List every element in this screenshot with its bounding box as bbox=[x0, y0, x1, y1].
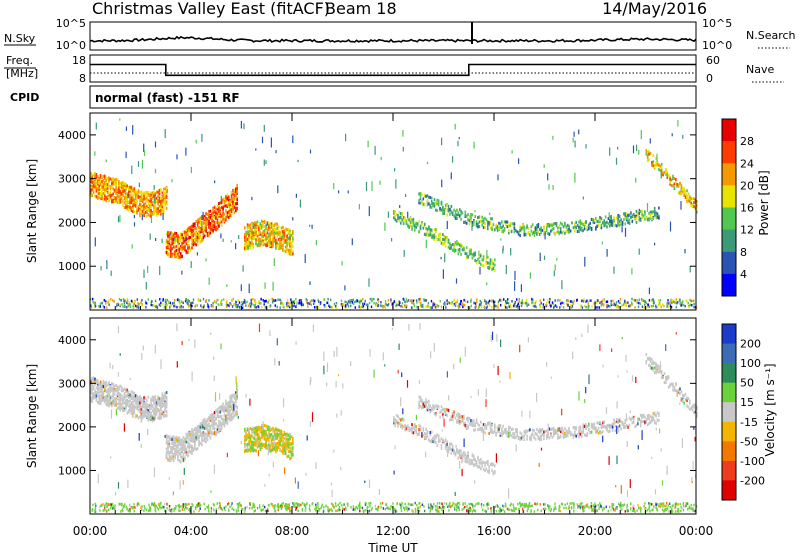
range-tick-label: 3000 bbox=[58, 173, 86, 186]
velocity-echoes bbox=[90, 323, 698, 513]
colorbar-tick-label: -100 bbox=[740, 455, 765, 468]
nave-tick-bottom: 0 bbox=[706, 72, 713, 85]
nsky-panel: N.Sky 10^5 10^0 10^5 10^0 N.Search bbox=[4, 17, 796, 52]
range-tick-label: 2000 bbox=[58, 216, 86, 229]
colorbar-tick-label: 8 bbox=[740, 246, 747, 259]
time-axis-label: Time UT bbox=[367, 541, 418, 554]
time-axis: 00:00 04:00 08:00 12:00 16:00 20:00 00:00 bbox=[73, 113, 714, 538]
range-tick-label: 3000 bbox=[58, 377, 86, 390]
range-tick-label: 2000 bbox=[58, 421, 86, 434]
colorbar-swatch bbox=[722, 480, 736, 501]
freq-unit-label: [MHz] bbox=[6, 67, 38, 80]
time-tick-label: 16:00 bbox=[477, 524, 512, 538]
colorbar-swatch bbox=[722, 460, 736, 481]
colorbar-swatch bbox=[722, 207, 736, 231]
colorbar-tick-label: 24 bbox=[740, 157, 754, 170]
cpid-panel: CPID normal (fast) -151 RF bbox=[10, 85, 697, 109]
range-tick-label: 4000 bbox=[58, 334, 86, 347]
colorbar-tick-label: 15 bbox=[740, 396, 754, 409]
time-tick-label: 20:00 bbox=[578, 524, 613, 538]
colorbar-swatch bbox=[722, 382, 736, 403]
nave-label: Nave bbox=[746, 63, 774, 76]
freq-tick-bottom: 8 bbox=[79, 72, 86, 85]
nsky-tick-bottom: 10^0 bbox=[56, 39, 86, 52]
date-label: 14/May/2016 bbox=[602, 0, 707, 18]
colorbar-tick-label: -50 bbox=[740, 435, 758, 448]
beam-label: Beam 18 bbox=[325, 0, 397, 18]
colorbar-tick-label: 100 bbox=[740, 357, 761, 370]
colorbar-swatch bbox=[722, 324, 736, 345]
nsearch-tick-top: 10^5 bbox=[702, 17, 732, 30]
time-tick-label: 08:00 bbox=[275, 524, 310, 538]
colorbar-swatch bbox=[722, 343, 736, 364]
colorbar-swatch bbox=[722, 421, 736, 442]
colorbar-swatch bbox=[722, 441, 736, 462]
velocity-ylabel: Slant Range [km] bbox=[25, 364, 39, 468]
range-tick-label: 4000 bbox=[58, 129, 86, 142]
velocity-colorbar-label: Velocity [m s⁻¹] bbox=[763, 363, 777, 456]
time-tick-label: 00:00 bbox=[679, 524, 714, 538]
colorbar-tick-label: 50 bbox=[740, 377, 754, 390]
colorbar-swatch bbox=[722, 119, 736, 142]
time-tick-label: 12:00 bbox=[376, 524, 411, 538]
time-tick-label: 04:00 bbox=[174, 524, 209, 538]
freq-tick-top: 18 bbox=[72, 54, 86, 67]
colorbar-swatch bbox=[722, 363, 736, 384]
cpid-label: CPID bbox=[10, 91, 39, 104]
power-echoes bbox=[90, 118, 698, 309]
colorbar-tick-label: 20 bbox=[740, 179, 754, 192]
colorbar-tick-label: 4 bbox=[740, 268, 747, 281]
colorbar-swatch bbox=[722, 163, 736, 186]
colorbar-swatch bbox=[722, 141, 736, 164]
colorbar-swatch bbox=[722, 251, 736, 275]
velocity-colorbar: 200 100 50 15 -15 -50 -100 -200 bbox=[721, 323, 765, 501]
power-colorbar-label: Power [dB] bbox=[757, 170, 771, 235]
colorbar-swatch bbox=[722, 273, 736, 297]
nsearch-label: N.Search bbox=[746, 29, 796, 42]
nave-tick-top: 60 bbox=[706, 54, 720, 67]
frequency-line bbox=[90, 63, 696, 77]
power-ylabel: Slant Range [km] bbox=[25, 159, 39, 263]
colorbar-tick-label: 12 bbox=[740, 224, 754, 237]
colorbar-swatch bbox=[722, 185, 736, 208]
colorbar-swatch bbox=[722, 229, 736, 253]
velocity-panel: 1000 2000 3000 4000 Slant Range [km] 200 100… bbox=[25, 317, 777, 515]
freq-label: Freq. bbox=[6, 54, 33, 67]
colorbar-tick-label: 16 bbox=[740, 202, 754, 215]
power-colorbar: 4 8 12 16 20 24 28 bbox=[721, 118, 754, 297]
power-panel: 1000 2000 3000 4000 Slant Range [km] 4 8 12 16… bbox=[25, 112, 771, 311]
range-tick-label: 1000 bbox=[58, 260, 86, 273]
nsky-tick-top: 10^5 bbox=[56, 17, 86, 30]
nsky-line bbox=[89, 35, 697, 43]
time-tick-label: 00:00 bbox=[73, 524, 108, 538]
colorbar-swatch bbox=[722, 402, 736, 423]
colorbar-tick-label: -200 bbox=[740, 474, 765, 487]
plot-title: Christmas Valley East (fitACF) bbox=[92, 0, 330, 18]
colorbar-tick-label: -15 bbox=[740, 416, 758, 429]
nsearch-tick-bottom: 10^0 bbox=[702, 39, 732, 52]
range-tick-label: 1000 bbox=[58, 464, 86, 477]
cpid-value: normal (fast) -151 RF bbox=[95, 91, 240, 105]
colorbar-tick-label: 200 bbox=[740, 338, 761, 351]
colorbar-tick-label: 28 bbox=[740, 135, 754, 148]
nsky-label: N.Sky bbox=[4, 32, 36, 45]
frequency-panel: Freq. [MHz] 18 8 60 0 Nave bbox=[4, 54, 784, 85]
